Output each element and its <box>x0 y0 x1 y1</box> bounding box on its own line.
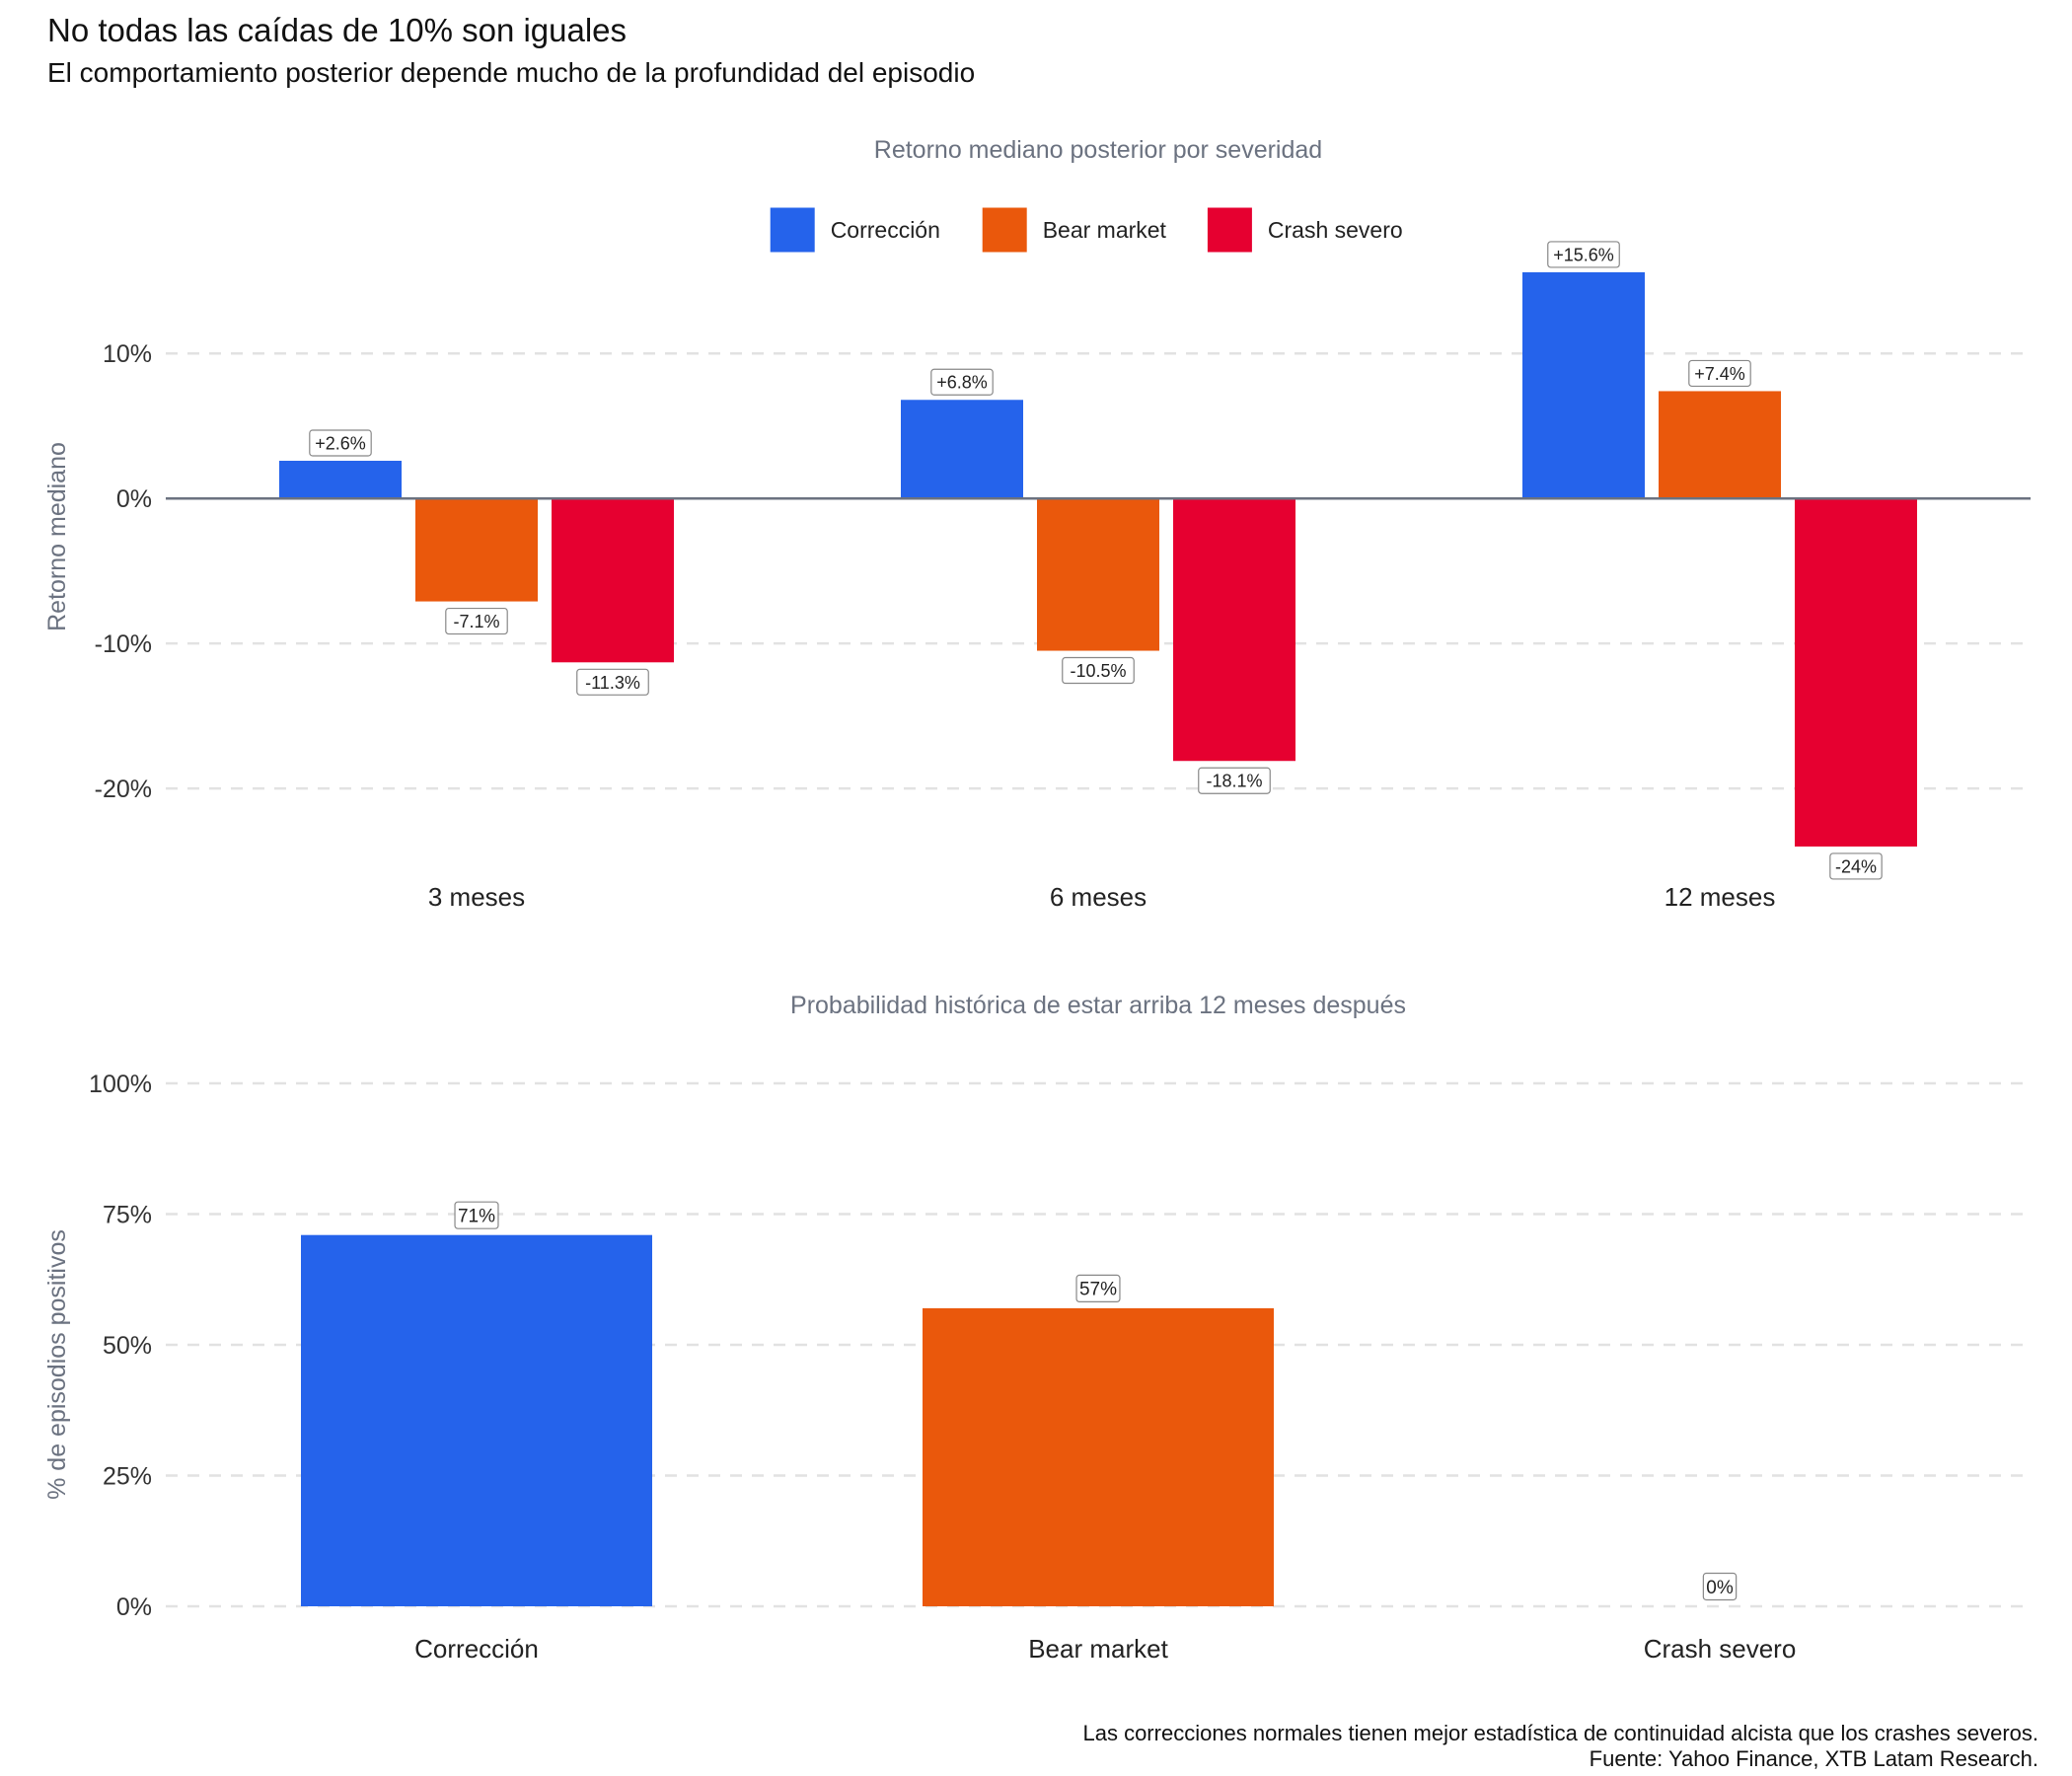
data-label-box <box>309 429 372 457</box>
y-tick-label: 25% <box>103 1463 152 1491</box>
legend-label-correcci-n: Corrección <box>831 217 940 243</box>
data-label: 0% <box>1702 1572 1738 1601</box>
bar <box>1173 498 1295 762</box>
data-label-text: +6.8% <box>936 373 988 393</box>
data-label-text: +2.6% <box>315 433 366 453</box>
data-label-box <box>1062 656 1135 685</box>
data-label-box <box>1829 852 1883 880</box>
data-label-text: -10.5% <box>1070 661 1126 681</box>
x-tick-label: 6 meses <box>1050 882 1147 912</box>
data-label-text: -7.1% <box>453 612 499 631</box>
chart-subtitle: El comportamiento posterior depende much… <box>47 57 976 88</box>
probability-panel: Probabilidad histórica de estar arriba 1… <box>43 992 2031 1664</box>
caption: Las correcciones normales tienen mejor e… <box>1082 1721 2038 1772</box>
data-label-box <box>576 668 649 696</box>
data-label-text: 0% <box>1706 1578 1734 1598</box>
y-tick-label: 75% <box>103 1202 152 1229</box>
data-label: +6.8% <box>930 368 994 396</box>
data-label: -10.5% <box>1062 656 1135 685</box>
bar <box>552 498 674 663</box>
data-label: -24% <box>1829 852 1883 880</box>
chart-title: No todas las caídas de 10% son iguales <box>47 12 628 48</box>
legend-label-bear-market: Bear market <box>1043 217 1167 243</box>
x-tick-label: Crash severo <box>1644 1634 1797 1664</box>
data-label-text: -18.1% <box>1206 772 1262 791</box>
data-label-box <box>445 607 508 635</box>
data-label: 57% <box>1075 1274 1121 1303</box>
x-tick-label: Corrección <box>414 1634 539 1664</box>
y-tick-label: 0% <box>116 485 152 513</box>
legend-swatch-correcci-n <box>770 207 815 253</box>
data-label-box <box>1702 1572 1738 1601</box>
data-label-box <box>1075 1274 1121 1303</box>
bar <box>279 460 402 499</box>
bar <box>1522 271 1645 499</box>
y-tick-label: 0% <box>116 1593 152 1621</box>
data-label: -11.3% <box>576 668 649 696</box>
bar <box>901 400 1023 499</box>
data-label-box <box>1547 241 1620 268</box>
x-tick-label: 12 meses <box>1665 882 1776 912</box>
data-label-text: 57% <box>1079 1280 1117 1300</box>
y-axis-label: % de episodios positivos <box>43 1229 71 1500</box>
y-tick-label: -10% <box>95 630 152 658</box>
legend-swatch-crash-severo <box>1207 207 1252 253</box>
data-label-box <box>1688 359 1751 388</box>
bar <box>301 1234 652 1606</box>
y-tick-label: -20% <box>95 776 152 803</box>
data-label-box <box>1198 767 1271 794</box>
bar <box>1037 498 1159 651</box>
x-tick-label: 3 meses <box>428 882 525 912</box>
bar <box>923 1307 1274 1606</box>
data-label-text: -11.3% <box>585 673 640 693</box>
bar <box>1659 391 1781 499</box>
data-label: +15.6% <box>1547 241 1620 268</box>
legend: Corrección Bear market Crash severo <box>770 207 1403 253</box>
returns-panel: Retorno mediano posterior por severidad C… <box>43 136 2031 912</box>
y-tick-label: 10% <box>103 340 152 368</box>
data-label: +7.4% <box>1688 359 1751 388</box>
y-tick-label: 100% <box>89 1071 152 1098</box>
legend-label-crash-severo: Crash severo <box>1268 217 1403 243</box>
data-label-text: +7.4% <box>1694 364 1745 384</box>
y-tick-label: 50% <box>103 1332 152 1360</box>
data-label-text: -24% <box>1835 856 1877 876</box>
data-label-text: +15.6% <box>1553 245 1614 264</box>
data-label-box <box>454 1201 499 1229</box>
bar <box>1795 498 1917 847</box>
panel-1-title: Retorno mediano posterior por severidad <box>874 136 1322 164</box>
data-label: 71% <box>454 1201 499 1229</box>
legend-swatch-bear-market <box>982 207 1027 253</box>
bar <box>415 498 538 602</box>
data-label: -7.1% <box>445 607 508 635</box>
data-label: -18.1% <box>1198 767 1271 794</box>
data-label-text: 71% <box>458 1207 495 1227</box>
caption-line-1: Las correcciones normales tienen mejor e… <box>1082 1721 2038 1745</box>
x-tick-label: Bear market <box>1028 1634 1168 1664</box>
y-axis-label: Retorno mediano <box>43 442 71 631</box>
panel-2-title: Probabilidad histórica de estar arriba 1… <box>790 992 1406 1019</box>
data-label-box <box>930 368 994 396</box>
caption-line-2: Fuente: Yahoo Finance, XTB Latam Researc… <box>1589 1746 2038 1771</box>
data-label: +2.6% <box>309 429 372 457</box>
